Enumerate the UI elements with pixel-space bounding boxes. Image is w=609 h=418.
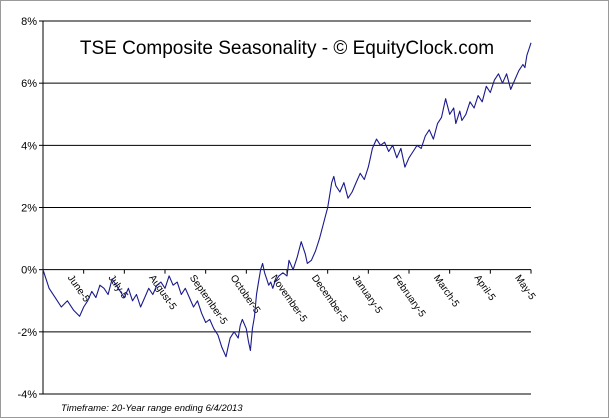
x-tick-label: October-5 [228, 273, 263, 316]
x-tick-label: May-5 [512, 273, 537, 302]
chart-title: TSE Composite Seasonality - © EquityCloc… [80, 38, 494, 59]
y-tick-label: 0% [21, 265, 37, 277]
x-tick-label: February-5 [390, 273, 427, 320]
y-tick-label: -2% [17, 327, 37, 339]
grid-lines [43, 20, 531, 395]
y-tick-label: 2% [21, 203, 37, 215]
y-tick-label: -4% [17, 389, 37, 401]
x-tick-label: November-5 [268, 273, 309, 325]
x-tick-label: December-5 [309, 273, 350, 325]
y-tick-label: 4% [21, 140, 37, 152]
axes [39, 20, 532, 395]
x-tick-label: March-5 [431, 273, 461, 310]
y-tick-labels: -4% -2% 0% 2% 4% 6% 8% [17, 16, 37, 401]
series-group [42, 42, 532, 358]
x-tick-labels: June-5 July-5 August-5 September-5October-5… [65, 273, 538, 327]
y-tick-label: 6% [21, 78, 37, 90]
x-tick-label: April-5 [472, 273, 498, 303]
series-line [42, 42, 532, 358]
x-tick-label: September-5 [187, 273, 229, 327]
chart-footnote: Timeframe: 20-Year range ending 6/4/2013 [61, 403, 243, 414]
x-tick-label: January-5 [350, 273, 385, 316]
y-tick-label: 8% [21, 16, 37, 28]
